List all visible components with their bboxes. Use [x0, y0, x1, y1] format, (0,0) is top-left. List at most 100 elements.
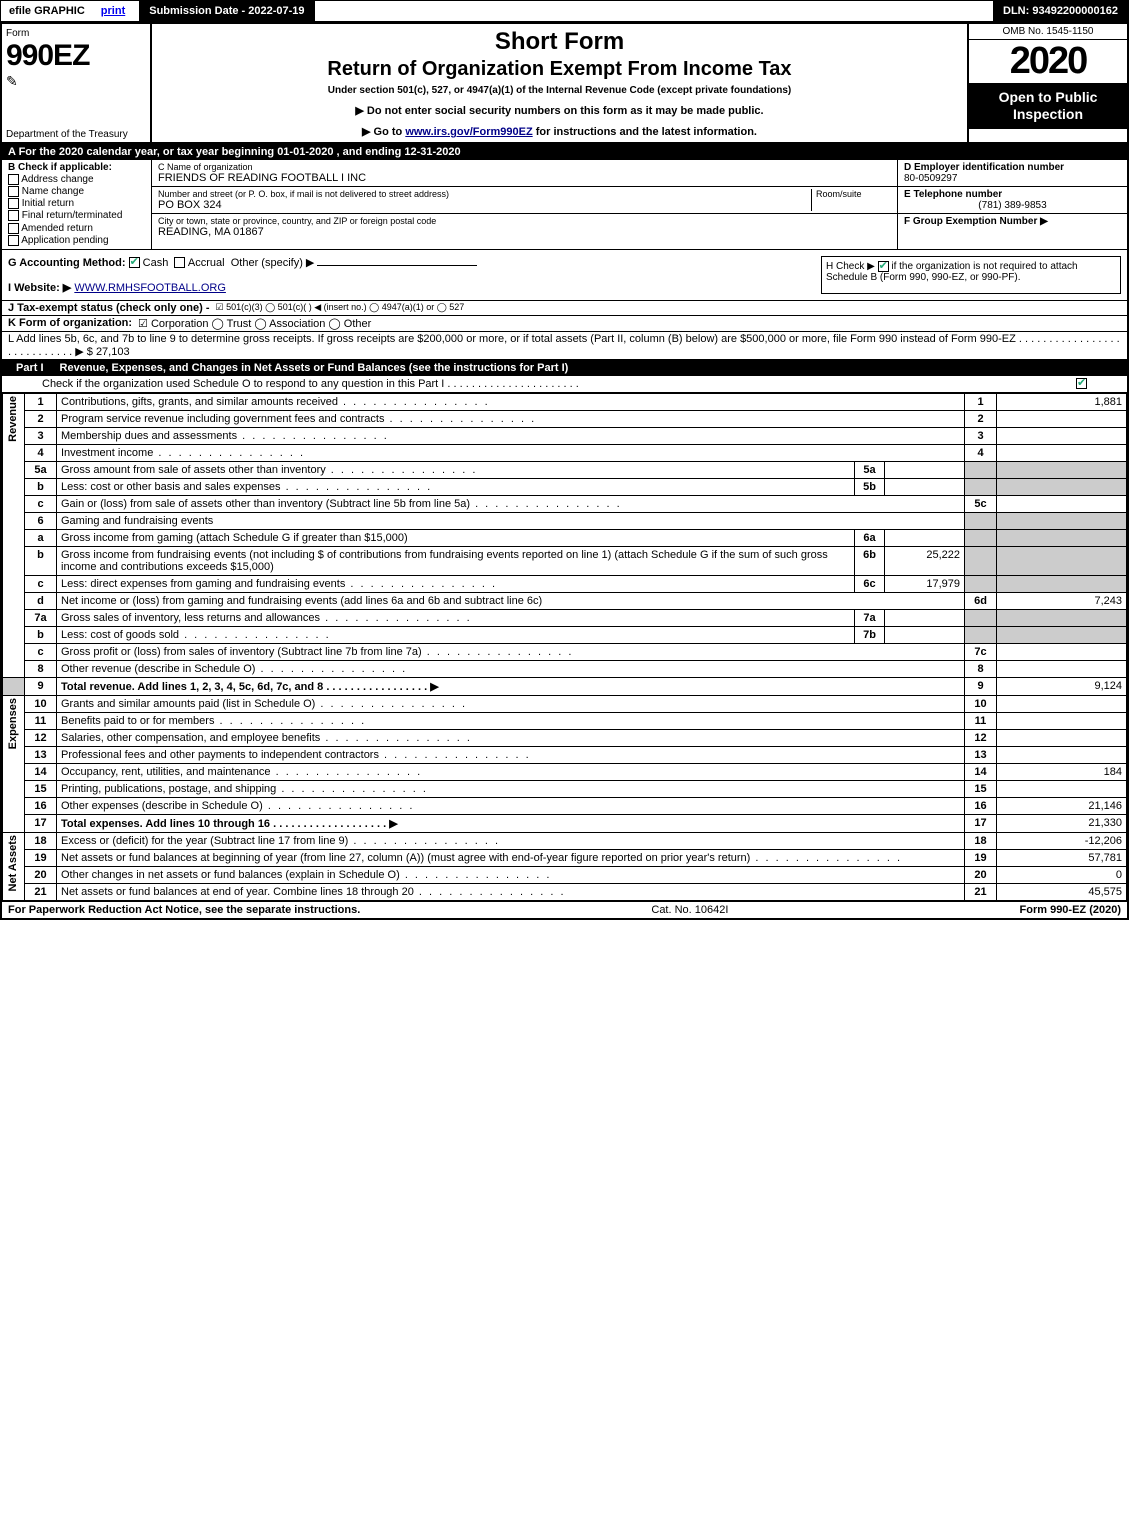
- line-6b-amt-grey: [997, 546, 1127, 575]
- form-of-org-options: ☑ Corporation ◯ Trust ◯ Association ◯ Ot…: [138, 317, 371, 330]
- line-1-amt: 1,881: [997, 393, 1127, 410]
- line-7c-num: c: [25, 643, 57, 660]
- line-5c-box: 5c: [965, 495, 997, 512]
- irs-link[interactable]: www.irs.gov/Form990EZ: [405, 126, 532, 138]
- accrual-label: Accrual: [188, 257, 225, 269]
- chk-name-change[interactable]: Name change: [8, 186, 145, 197]
- line-6d-num: d: [25, 592, 57, 609]
- line-3-amt: [997, 427, 1127, 444]
- line-20-amt: 0: [997, 866, 1127, 883]
- line-5a-num: 5a: [25, 461, 57, 478]
- line-20-desc: Other changes in net assets or fund bala…: [61, 869, 551, 881]
- line-7c-desc: Gross profit or (loss) from sales of inv…: [61, 646, 573, 658]
- form-title-2: Return of Organization Exempt From Incom…: [160, 58, 959, 81]
- chk-accrual[interactable]: [174, 257, 185, 268]
- line-21-desc: Net assets or fund balances at end of ye…: [61, 886, 566, 898]
- line-21-amt: 45,575: [997, 883, 1127, 900]
- line-12-amt: [997, 729, 1127, 746]
- omb-number: OMB No. 1545-1150: [969, 24, 1127, 40]
- line-7b-box-grey: [965, 626, 997, 643]
- website-link[interactable]: WWW.RMHSFOOTBALL.ORG: [74, 282, 226, 294]
- cat-no: Cat. No. 10642I: [360, 904, 1019, 916]
- line-6b-box-grey: [965, 546, 997, 575]
- form-ref: Form 990-EZ (2020): [1020, 904, 1121, 916]
- line-10-box: 10: [965, 695, 997, 712]
- line-7c-amt: [997, 643, 1127, 660]
- line-14-num: 14: [25, 763, 57, 780]
- line-15-num: 15: [25, 780, 57, 797]
- chk-final-return[interactable]: Final return/terminated: [8, 210, 145, 221]
- line-8-desc: Other revenue (describe in Schedule O): [61, 663, 407, 675]
- line-6c-box-grey: [965, 575, 997, 592]
- phone-value: (781) 389-9853: [904, 200, 1121, 211]
- line-17-amt: 21,330: [997, 814, 1127, 832]
- line-6-num: 6: [25, 512, 57, 529]
- goto-pre: ▶ Go to: [362, 126, 405, 138]
- chk-initial-return[interactable]: Initial return: [8, 198, 145, 209]
- line-7a-box-grey: [965, 609, 997, 626]
- website-label: I Website: ▶: [8, 282, 71, 294]
- cash-label: Cash: [143, 257, 169, 269]
- line-15-box: 15: [965, 780, 997, 797]
- line-11-num: 11: [25, 712, 57, 729]
- paperwork-notice: For Paperwork Reduction Act Notice, see …: [8, 904, 360, 916]
- accounting-method-label: G Accounting Method:: [8, 257, 126, 269]
- period-bar: A For the 2020 calendar year, or tax yea…: [2, 144, 1127, 160]
- chk-application-pending[interactable]: Application pending: [8, 235, 145, 246]
- chk-schedule-o-part-i[interactable]: [1076, 378, 1087, 389]
- line-3-num: 3: [25, 427, 57, 444]
- line-l-value: 27,103: [96, 346, 130, 358]
- org-name: FRIENDS OF READING FOOTBALL I INC: [158, 172, 891, 184]
- line-5b-sv: [885, 478, 965, 495]
- line-12-num: 12: [25, 729, 57, 746]
- tax-exempt-label: J Tax-exempt status (check only one) -: [8, 302, 210, 314]
- line-6a-box-grey: [965, 529, 997, 546]
- part-i-label: Part I: [8, 362, 52, 374]
- line-16-amt: 21,146: [997, 797, 1127, 814]
- line-5c-amt: [997, 495, 1127, 512]
- line-6b-desc: Gross income from fundraising events (no…: [61, 549, 828, 573]
- line-14-amt: 184: [997, 763, 1127, 780]
- line-19-num: 19: [25, 849, 57, 866]
- chk-address-change[interactable]: Address change: [8, 174, 145, 185]
- name-label: C Name of organization: [158, 162, 891, 172]
- line-7a-sub: 7a: [855, 609, 885, 626]
- dept-text: Department of the Treasury: [6, 129, 128, 140]
- line-20-num: 20: [25, 866, 57, 883]
- line-6b-num: b: [25, 546, 57, 575]
- line-5b-num: b: [25, 478, 57, 495]
- line-17-num: 17: [25, 814, 57, 832]
- goto-post: for instructions and the latest informat…: [536, 126, 757, 138]
- line-6a-amt-grey: [997, 529, 1127, 546]
- line-5a-sub: 5a: [855, 461, 885, 478]
- line-9-box: 9: [965, 677, 997, 695]
- line-17-desc: Total expenses. Add lines 10 through 16 …: [61, 818, 398, 830]
- line-5a-box-grey: [965, 461, 997, 478]
- ein-value: 80-0509297: [904, 173, 1121, 184]
- line-6c-amt-grey: [997, 575, 1127, 592]
- line-5a-sv: [885, 461, 965, 478]
- line-2-amt: [997, 410, 1127, 427]
- line-6c-num: c: [25, 575, 57, 592]
- line-3-desc: Membership dues and assessments: [61, 430, 389, 442]
- line-7b-sv: [885, 626, 965, 643]
- page-footer: For Paperwork Reduction Act Notice, see …: [2, 901, 1127, 918]
- line-11-amt: [997, 712, 1127, 729]
- chk-cash[interactable]: [129, 257, 140, 268]
- chk-amended-return[interactable]: Amended return: [8, 223, 145, 234]
- department-label: Department of the Treasury: [6, 129, 128, 140]
- line-16-desc: Other expenses (describe in Schedule O): [61, 800, 414, 812]
- line-1-desc: Contributions, gifts, grants, and simila…: [61, 396, 490, 408]
- revenue-side-label: Revenue: [7, 396, 19, 442]
- line-10-desc: Grants and similar amounts paid (list in…: [61, 698, 467, 710]
- line-13-desc: Professional fees and other payments to …: [61, 749, 531, 761]
- period-text: A For the 2020 calendar year, or tax yea…: [8, 146, 461, 158]
- line-13-amt: [997, 746, 1127, 763]
- form-990ez: Form 990EZ ✎ Department of the Treasury …: [0, 22, 1129, 920]
- chk-schedule-b[interactable]: [878, 261, 889, 272]
- line-11-box: 11: [965, 712, 997, 729]
- part-i-header: Part I Revenue, Expenses, and Changes in…: [2, 360, 1127, 376]
- print-link[interactable]: print: [93, 1, 133, 21]
- line-5b-sub: 5b: [855, 478, 885, 495]
- line-6d-desc: Net income or (loss) from gaming and fun…: [61, 595, 542, 607]
